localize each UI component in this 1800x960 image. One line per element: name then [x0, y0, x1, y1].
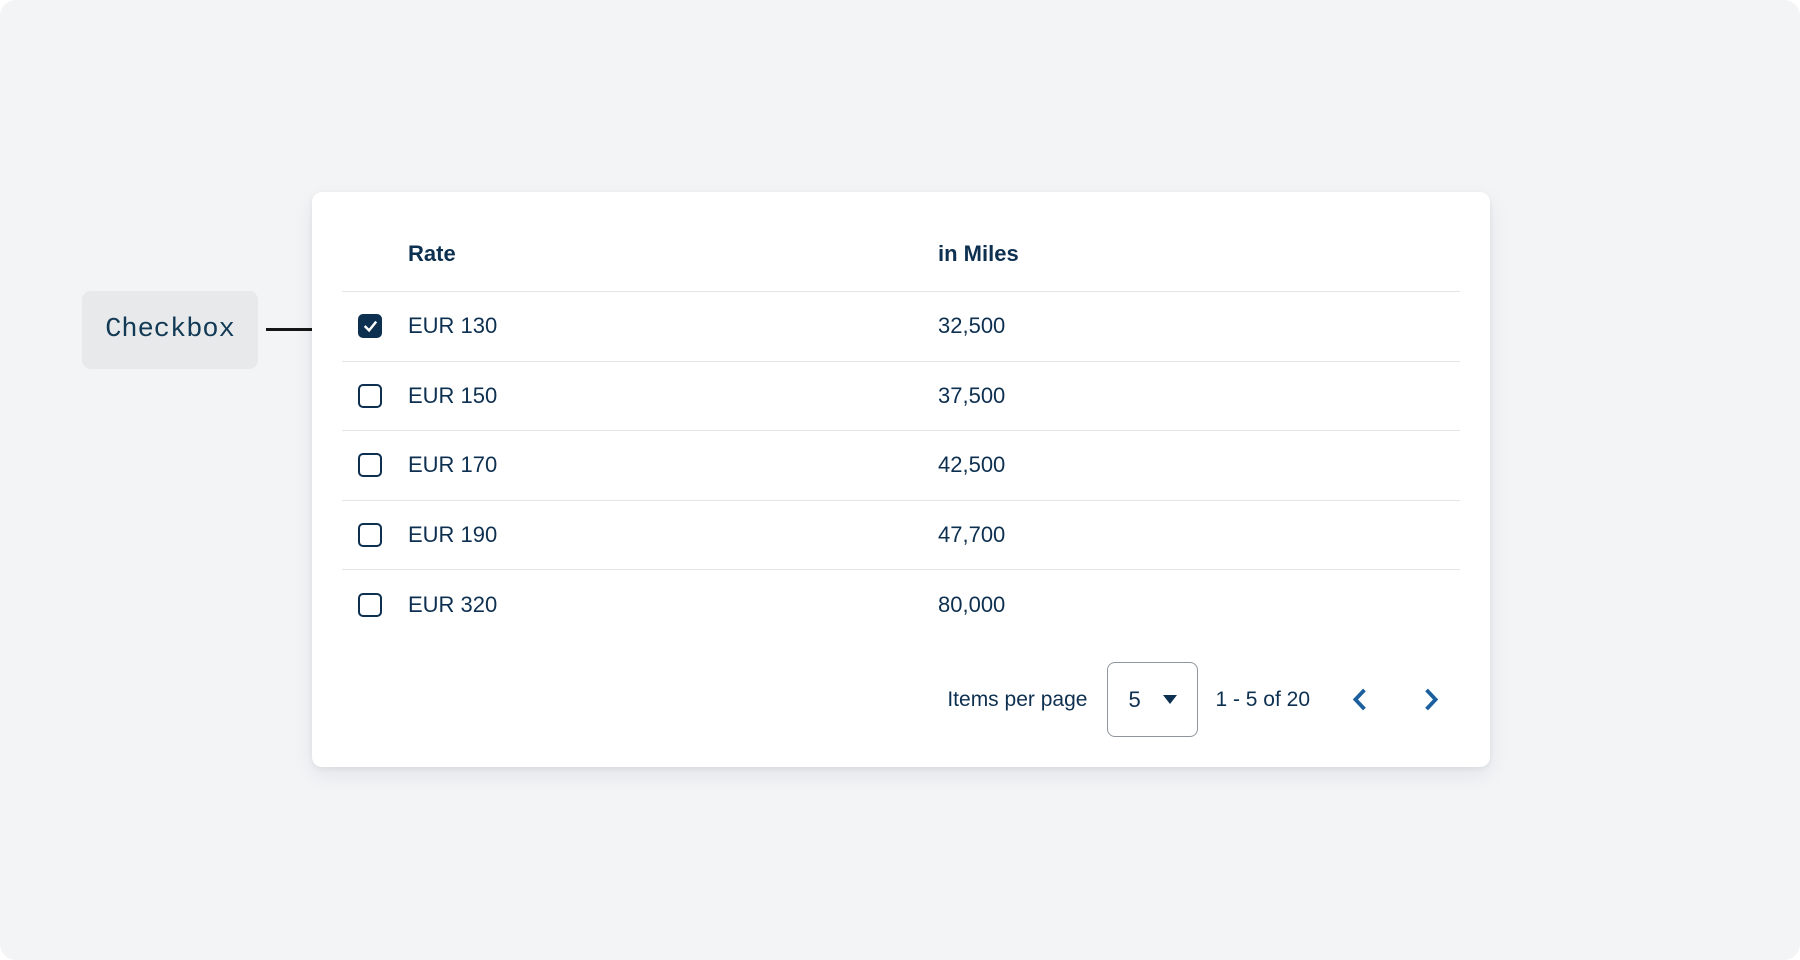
table-body: EUR 130 32,500 EUR 150 37,500 EUR 170 42…: [342, 292, 1460, 640]
table-header-row: Rate in Miles: [342, 192, 1460, 292]
row-checkbox[interactable]: [358, 314, 382, 339]
rates-table-card: Rate in Miles EUR 130 32,500 EUR 150 37,…: [312, 192, 1490, 767]
items-per-page-label: Items per page: [947, 687, 1088, 711]
pagination-bar: Items per page 5 1 - 5 of 20: [342, 662, 1460, 737]
page-size-value: 5: [1128, 686, 1141, 712]
pagination-range-text: 1 - 5 of 20: [1215, 687, 1310, 711]
table-row: EUR 190 47,700: [342, 501, 1460, 570]
table-row: EUR 170 42,500: [342, 431, 1460, 501]
annotation-connector-line: [266, 328, 330, 331]
rate-cell: EUR 150: [342, 383, 938, 409]
chevron-left-icon: [1347, 686, 1374, 713]
miles-value: 42,500: [938, 452, 1006, 478]
chevron-right-icon: [1417, 686, 1444, 713]
rate-value: EUR 190: [408, 521, 498, 547]
miles-value: 32,500: [938, 313, 1006, 339]
rate-cell: EUR 170: [342, 452, 938, 478]
rate-value: EUR 320: [408, 591, 498, 617]
page-size-dropdown[interactable]: 5: [1107, 662, 1199, 737]
rate-cell: EUR 190: [342, 522, 938, 548]
rate-value: EUR 150: [408, 382, 498, 408]
annotation-label-text: Checkbox: [105, 315, 235, 345]
row-checkbox[interactable]: [358, 453, 382, 478]
miles-value: 47,700: [938, 521, 1006, 547]
table-row: EUR 320 80,000: [342, 570, 1460, 640]
checkmark-icon: [363, 320, 377, 332]
rate-value: EUR 170: [408, 452, 498, 478]
column-header-rate: Rate: [408, 241, 456, 266]
pagination-prev-button[interactable]: [1340, 680, 1380, 720]
row-checkbox[interactable]: [358, 592, 382, 617]
rate-value: EUR 130: [408, 313, 498, 339]
dropdown-caret-icon: [1163, 695, 1178, 704]
table-row: EUR 150 37,500: [342, 362, 1460, 431]
column-header-in-miles: in Miles: [938, 241, 1019, 266]
miles-value: 37,500: [938, 382, 1006, 408]
rate-cell: EUR 130: [342, 313, 938, 339]
row-checkbox[interactable]: [358, 522, 382, 547]
rate-cell: EUR 320: [342, 592, 938, 618]
pagination-next-button[interactable]: [1410, 680, 1450, 720]
annotation-label-checkbox: Checkbox: [82, 291, 258, 369]
row-checkbox[interactable]: [358, 383, 382, 408]
table-row: EUR 130 32,500: [342, 292, 1460, 362]
miles-value: 80,000: [938, 591, 1006, 617]
